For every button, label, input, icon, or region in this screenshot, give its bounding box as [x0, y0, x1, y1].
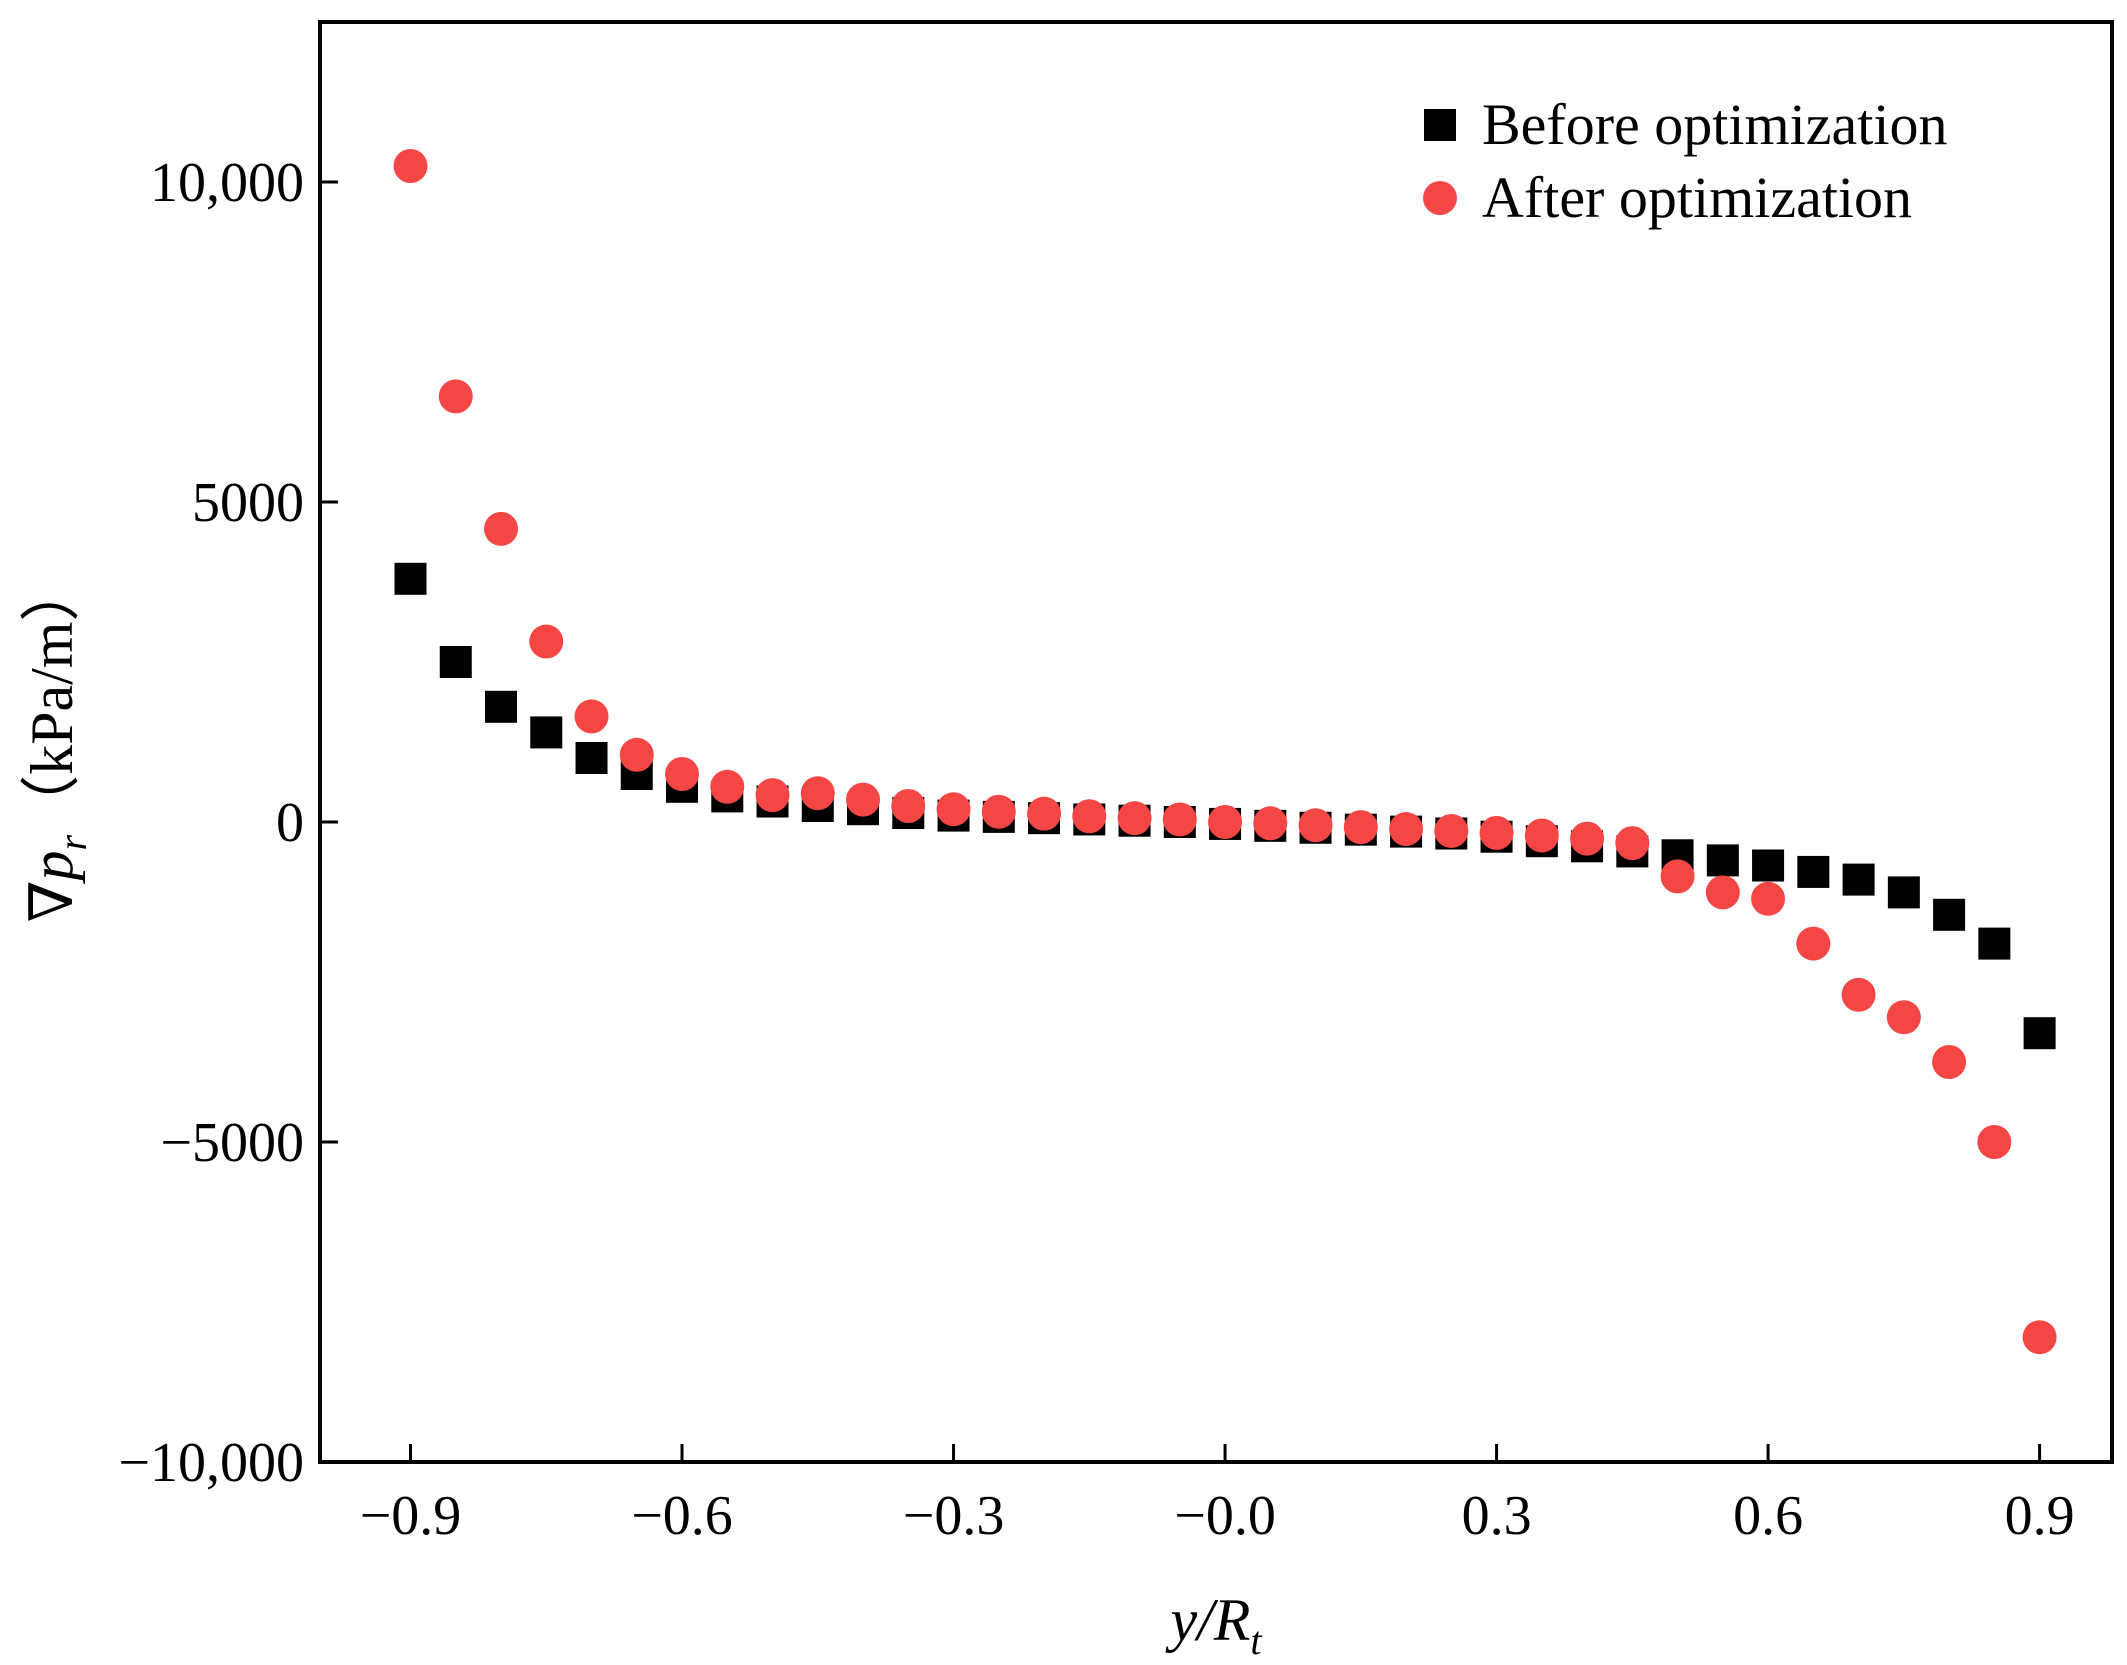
data-point-after	[1615, 826, 1650, 861]
series-after	[393, 149, 2057, 1355]
data-point-after	[1886, 1000, 1921, 1035]
data-point-before	[2023, 1017, 2056, 1050]
data-point-after	[1027, 796, 1062, 831]
data-point-after	[1434, 813, 1469, 848]
data-point-after	[1117, 801, 1152, 836]
legend-marker-before	[1424, 109, 1456, 141]
data-point-after	[529, 624, 564, 659]
data-point-before	[485, 690, 518, 723]
data-point-before	[530, 716, 563, 749]
data-point-after	[438, 379, 473, 414]
data-point-after	[981, 794, 1016, 829]
x-axis-ticks: −0.9 −0.6 −0.3 −0.0 0.3 0.6 0.9	[360, 1444, 2075, 1547]
legend: Before optimization After optimization	[1423, 92, 1947, 230]
x-tick-label: −0.3	[903, 1485, 1005, 1547]
data-point-after	[1524, 818, 1559, 853]
data-point-after	[936, 792, 971, 827]
data-point-after	[1570, 821, 1605, 856]
data-point-after	[710, 769, 745, 804]
data-point-after	[1208, 805, 1243, 839]
data-point-after	[393, 149, 428, 183]
data-point-after	[1072, 799, 1107, 834]
x-tick-label: −0.6	[631, 1485, 733, 1547]
data-point-after	[484, 511, 519, 546]
data-point-before	[439, 646, 472, 678]
data-point-after	[891, 789, 926, 823]
y-tick-label: −5000	[160, 1112, 304, 1174]
data-series	[393, 149, 2057, 1355]
data-point-before	[1887, 876, 1920, 909]
legend-label-before: Before optimization	[1482, 92, 1947, 157]
y-tick-label: 10,000	[150, 152, 304, 214]
data-point-after	[846, 782, 881, 817]
data-point-after	[1751, 881, 1786, 916]
data-point-before	[1797, 855, 1830, 888]
data-point-before	[394, 562, 427, 595]
x-tick-label: 0.9	[2005, 1485, 2075, 1547]
data-point-before	[1752, 849, 1785, 882]
data-point-after	[800, 776, 835, 811]
data-point-after	[1796, 926, 1831, 961]
data-point-after	[1660, 859, 1695, 894]
data-point-after	[1977, 1125, 2012, 1159]
x-tick-label: 0.3	[1462, 1485, 1532, 1547]
data-point-before	[575, 742, 608, 774]
legend-marker-after	[1423, 181, 1457, 215]
y-axis-label-unit: （kPa/m）	[19, 562, 85, 835]
x-axis-label: y/Rt	[1164, 1587, 1262, 1663]
y-axis-label: ∇pr（kPa/m）	[19, 562, 95, 923]
y-tick-label: 0	[276, 792, 304, 854]
data-point-after	[1343, 810, 1378, 845]
data-point-after	[665, 757, 700, 791]
data-point-before	[1933, 898, 1966, 931]
data-point-after	[1932, 1045, 1967, 1079]
x-axis-label-subscript: t	[1250, 1618, 1262, 1663]
x-axis-label-main: y/R	[1164, 1587, 1250, 1653]
y-axis-label-main: ∇p	[19, 851, 85, 923]
data-point-after	[1162, 802, 1197, 837]
data-point-after	[1841, 977, 1876, 1012]
x-tick-label: 0.6	[1733, 1485, 1803, 1547]
data-point-before	[1706, 844, 1739, 877]
data-point-after	[574, 699, 609, 734]
data-point-after	[2022, 1320, 2057, 1355]
data-point-before	[1842, 863, 1875, 896]
data-point-after	[1705, 875, 1740, 910]
x-tick-label: −0.0	[1174, 1485, 1276, 1547]
y-tick-label: −10,000	[118, 1432, 304, 1494]
plot-frame	[318, 20, 2114, 1464]
data-point-after	[1479, 815, 1514, 850]
x-tick-label: −0.9	[360, 1485, 462, 1547]
data-point-after	[1389, 812, 1424, 847]
data-point-after	[1298, 808, 1333, 843]
data-point-after	[755, 778, 790, 813]
data-point-after	[1253, 806, 1288, 841]
data-point-before	[1978, 927, 2011, 960]
data-point-after	[619, 737, 654, 772]
y-axis-label-subscript: r	[50, 835, 95, 851]
legend-label-after: After optimization	[1482, 165, 1912, 230]
y-axis-ticks: 10,000 5000 0 −5000 −10,000	[118, 152, 338, 1494]
y-tick-label: 5000	[192, 472, 304, 534]
